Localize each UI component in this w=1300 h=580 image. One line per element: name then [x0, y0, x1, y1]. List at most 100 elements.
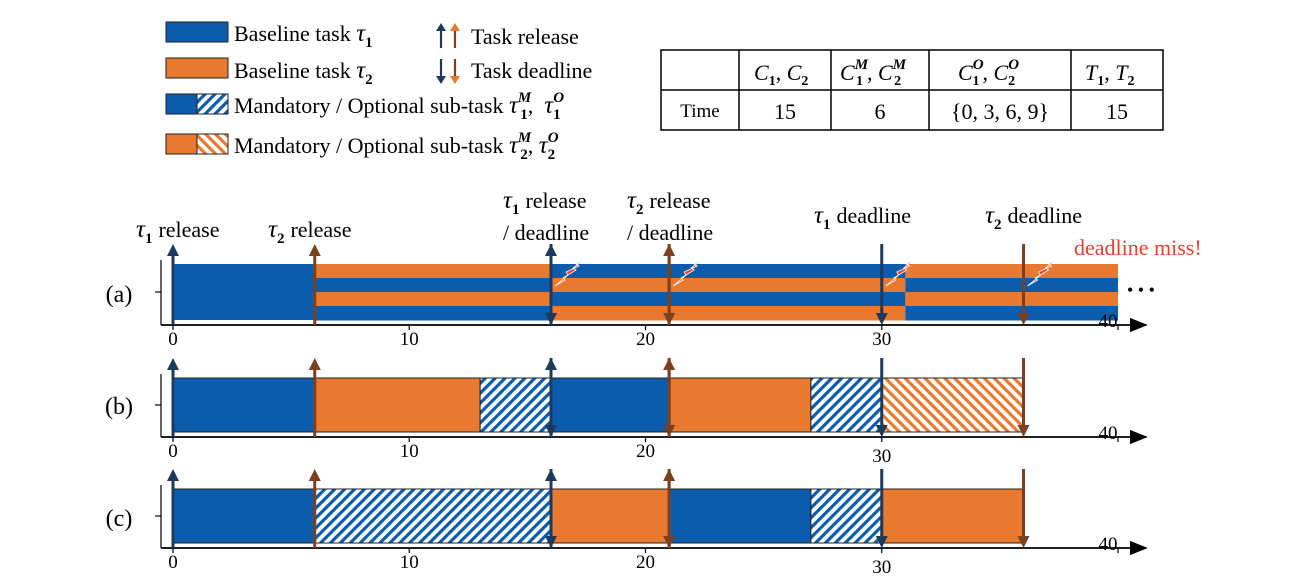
- segment-strip: [905, 306, 1118, 321]
- release-arrowhead: [167, 244, 179, 256]
- table-header-CO: CO 1, CO 2: [958, 57, 1019, 89]
- table-cell-CM: 6: [875, 99, 886, 124]
- legend-deadline-label: Task deadline: [471, 58, 592, 83]
- tick-label: 40: [1099, 423, 1118, 444]
- segment-strip: [551, 264, 670, 279]
- deadline-arrowhead: [875, 425, 888, 437]
- segment-mandatory-tau2: [881, 488, 1024, 544]
- tick-label: 30: [872, 329, 891, 350]
- deadline-miss-icon: [1027, 255, 1062, 287]
- legend: Baseline task τ1 Baseline task τ2 Mandat…: [165, 20, 592, 163]
- legend-swatch-tau1-optional: [196, 93, 229, 115]
- tick-label: 10: [400, 552, 419, 573]
- table-cell-CO: {0, 3, 6, 9}: [951, 99, 1049, 124]
- deadline-arrowhead: [663, 313, 676, 325]
- legend-release-label: Task release: [471, 24, 579, 49]
- segment-mandatory-tau2: [314, 377, 481, 433]
- table-header-C: C1, C2: [754, 60, 808, 89]
- segment-optional-tau1: [810, 488, 883, 544]
- table-header-T: T1, T2: [1085, 60, 1135, 89]
- annotation-tau2-release-deadline-2: / deadline: [627, 220, 713, 245]
- legend-deadline-arrows-icon: [436, 59, 460, 84]
- annotation-tau2-deadline: τ2 deadline: [985, 202, 1082, 233]
- segment-strip: [905, 264, 1118, 279]
- legend-swatch-tau1-mandatory: [165, 93, 198, 115]
- tick-label: 30: [872, 557, 891, 578]
- table-row-label: Time: [680, 101, 719, 122]
- table-cell-C: 15: [774, 99, 796, 124]
- deadline-arrowhead: [545, 313, 557, 325]
- deadline-arrowhead: [663, 425, 676, 437]
- segment-mandatory-tau1: [550, 377, 670, 433]
- tick-label: 40: [1099, 534, 1118, 555]
- segment-optional-tau2: [881, 377, 1024, 433]
- annotation-tau1-release: τ1 release: [136, 216, 220, 247]
- annotation-tau2-release: τ2 release: [268, 216, 352, 247]
- table-cell-T: 15: [1106, 99, 1128, 124]
- segment-optional-tau1: [810, 377, 883, 433]
- segment-mandatory-tau1: [668, 488, 812, 544]
- tick-label: 0: [168, 552, 178, 573]
- segment-strip: [669, 264, 906, 279]
- segment-strip: [314, 306, 551, 321]
- tick-label: 20: [636, 329, 655, 350]
- segment-strip: [314, 264, 551, 279]
- tick-label: 20: [636, 552, 655, 573]
- timelines: (a) 0 10 20 30 40 (b) 0 10 20 30 40 (c) 0 10 20 30 40: [105, 244, 1148, 578]
- deadline-miss-icon: [672, 255, 708, 287]
- tick-label: 10: [400, 441, 419, 462]
- release-arrowhead: [308, 244, 321, 256]
- segment-strip: [551, 278, 670, 293]
- segment-strip: [905, 278, 1118, 293]
- tick-label: 40: [1099, 311, 1118, 332]
- timeline-row-b: (b) 0 10 20 30 40: [105, 358, 1148, 467]
- annotation-tau1-release-deadline: τ1 release: [503, 187, 587, 218]
- segment-strip: [669, 306, 906, 321]
- deadline-arrowhead: [875, 313, 888, 325]
- release-arrowhead: [167, 469, 179, 481]
- deadline-arrowhead: [663, 536, 676, 548]
- continuation-dots: • • •: [1127, 280, 1155, 300]
- timeline-annotations: τ1 release τ2 release τ1 release / deadline…: [136, 187, 1202, 300]
- segment-mandatory-tau1: [172, 488, 316, 544]
- row-label: (b): [105, 394, 133, 420]
- deadline-miss-icon: [885, 255, 920, 287]
- segment-baseline-tau1: [173, 264, 315, 320]
- tick-label: 0: [168, 329, 178, 350]
- legend-label-tau2: Baseline task τ2: [234, 57, 373, 88]
- table-header-CM: CM 1, CM 2: [840, 57, 907, 89]
- timeline-row-a: (a) 0 10 20 30 40: [106, 244, 1148, 350]
- segment-strip: [669, 278, 906, 293]
- legend-label-tau1-subtasks: Mandatory / Optional sub-task τM 1, τO 1: [234, 90, 564, 123]
- segment-mandatory-tau1: [172, 377, 316, 433]
- segment-strip: [314, 292, 551, 307]
- segment-optional-tau1: [479, 377, 552, 433]
- segment-strip: [314, 278, 551, 293]
- deadline-arrowhead: [1017, 425, 1030, 437]
- deadline-miss-icon: [554, 255, 590, 287]
- release-arrowhead: [308, 358, 321, 370]
- row-label: (c): [106, 506, 133, 532]
- segment-strip: [905, 292, 1118, 307]
- deadline-arrowhead: [545, 536, 557, 548]
- release-arrowhead: [308, 469, 321, 481]
- legend-release-arrows-icon: [436, 23, 460, 48]
- legend-swatch-tau2-mandatory: [165, 133, 198, 155]
- legend-swatch-tau2: [165, 57, 229, 79]
- tick-label: 10: [400, 329, 419, 350]
- segment-strip: [551, 306, 670, 321]
- annotation-tau2-release-deadline: τ2 release: [627, 187, 711, 218]
- legend-label-tau1: Baseline task τ1: [234, 20, 373, 51]
- parameter-table: C1, C2 CM 1, CM 2 CO 1, CO 2 T1, T2 Time 15 …: [660, 49, 1164, 131]
- tick-label: 0: [168, 441, 178, 462]
- timeline-row-c: (c) 0 10 20 30 40: [106, 469, 1148, 578]
- annotation-deadline-miss: deadline miss!: [1074, 235, 1202, 260]
- row-label: (a): [106, 282, 133, 308]
- deadline-arrowhead: [1017, 313, 1030, 325]
- segment-optional-tau1: [314, 488, 552, 544]
- tick-label: 30: [872, 446, 891, 467]
- legend-swatch-tau2-optional: [196, 133, 229, 155]
- annotation-tau1-release-deadline-2: / deadline: [503, 220, 589, 245]
- annotation-tau1-deadline: τ1 deadline: [814, 202, 911, 233]
